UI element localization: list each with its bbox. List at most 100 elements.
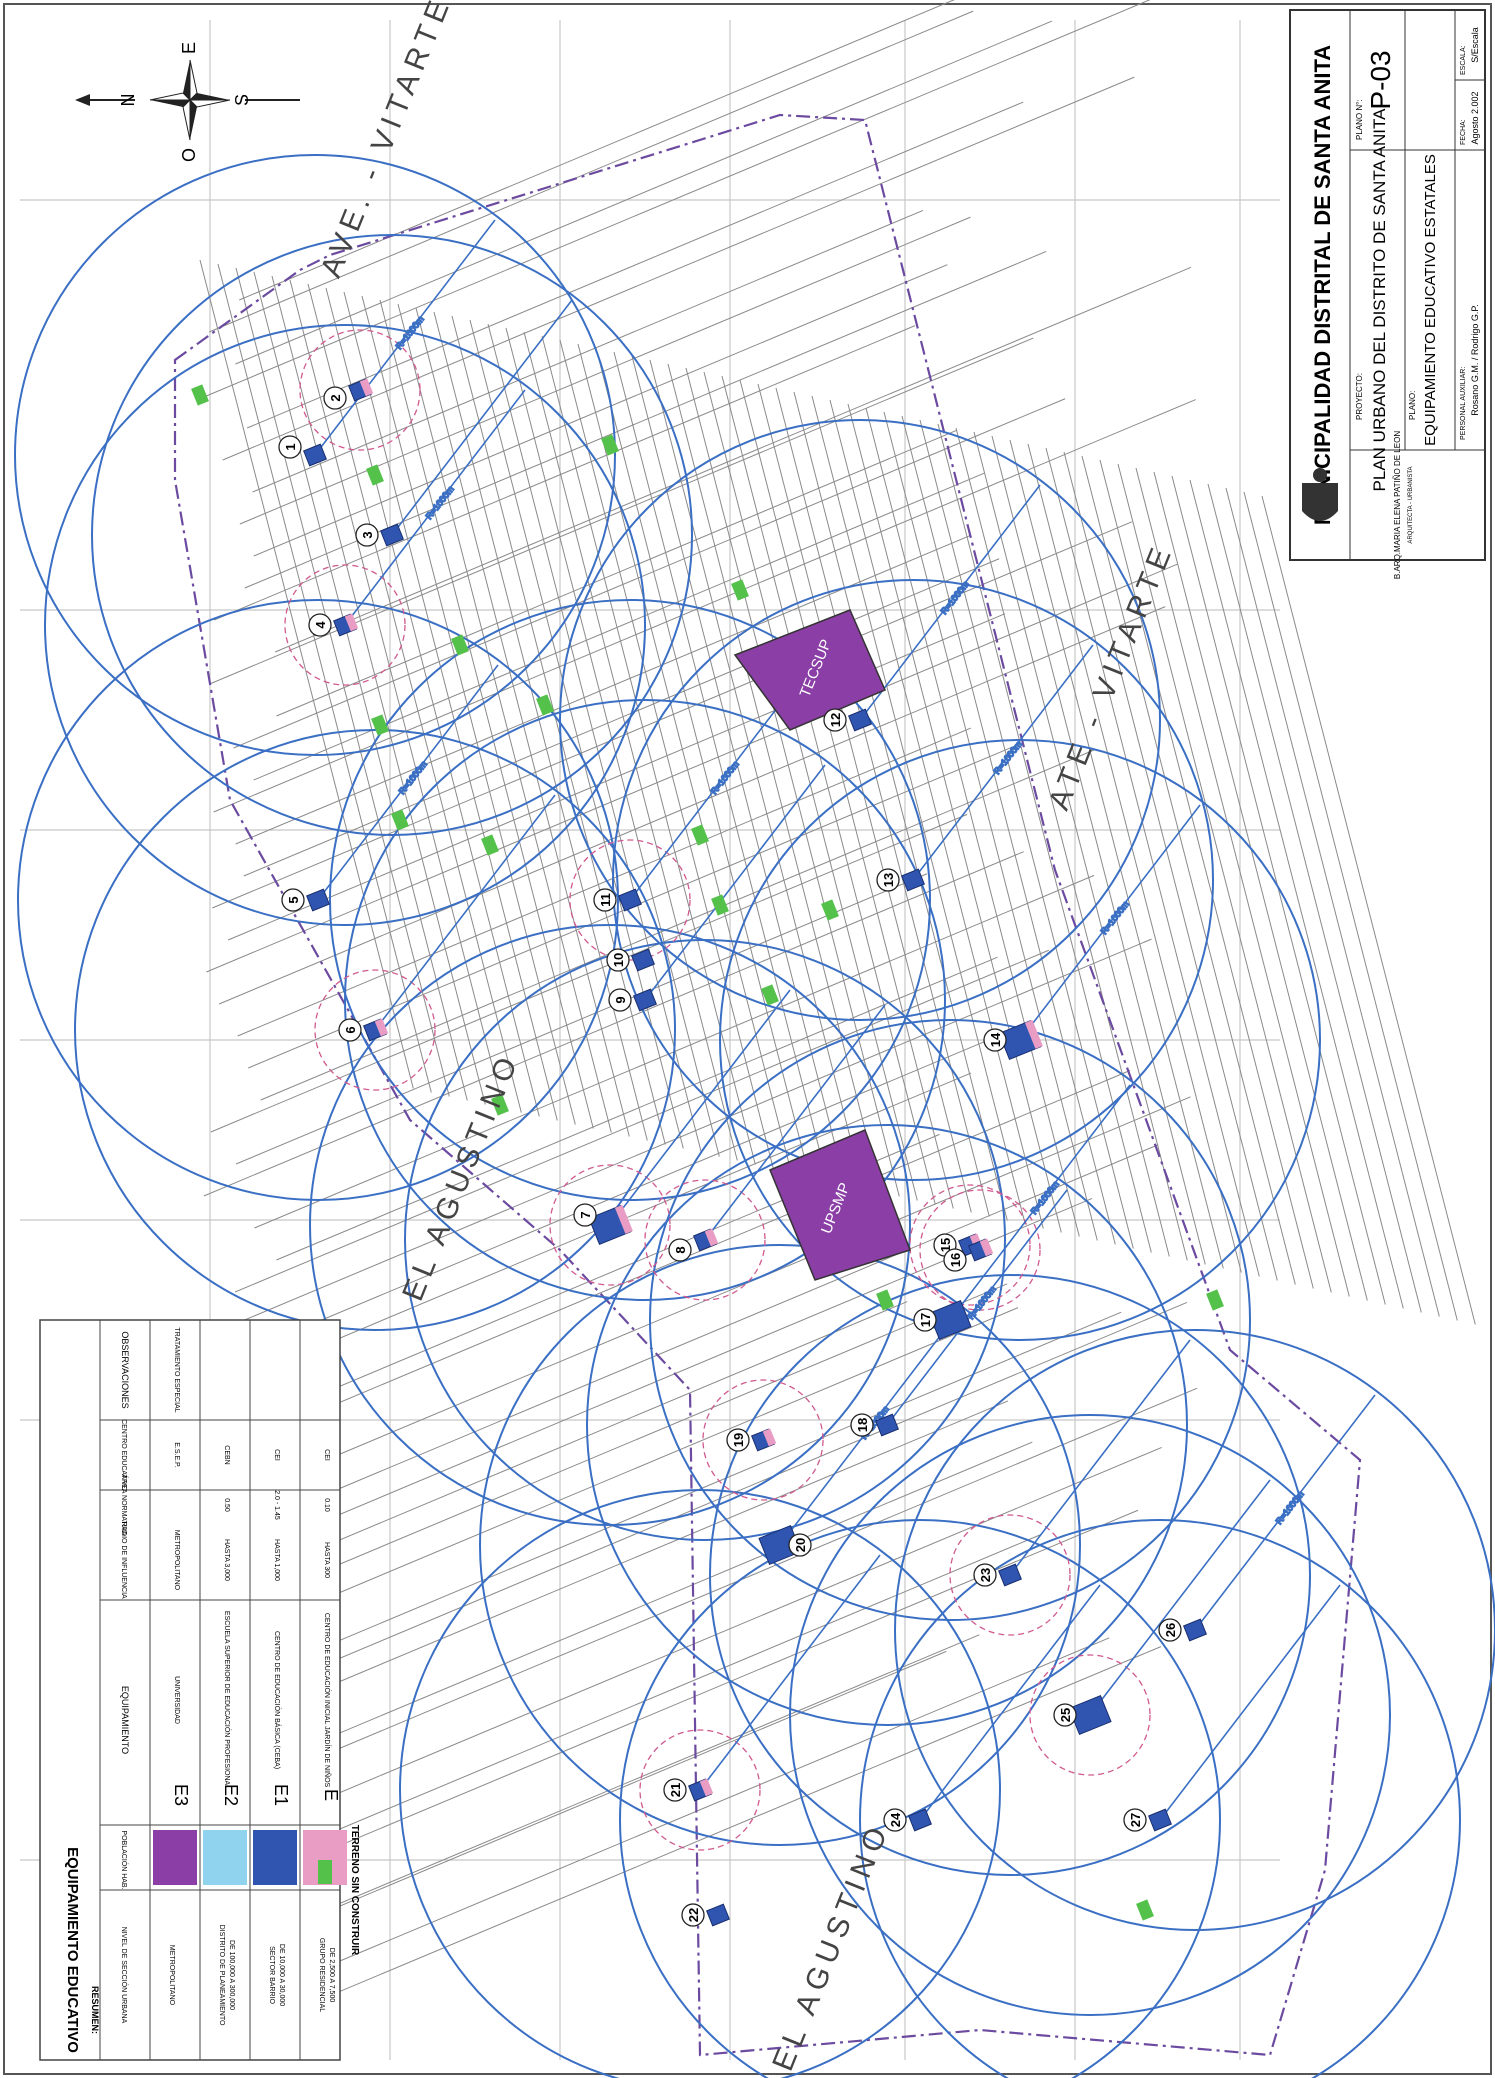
influence-circle	[859, 1519, 1461, 2078]
school-6-label: 6	[343, 1026, 358, 1033]
radius-arrow	[859, 484, 1041, 721]
school-6-kinder	[374, 1018, 389, 1037]
street-line	[1153, 471, 1368, 1301]
street-line	[595, 347, 810, 1177]
street-line	[218, 606, 1166, 1005]
street-line	[505, 327, 720, 1157]
school-13-block	[901, 868, 925, 892]
school-2-label: 2	[328, 394, 343, 401]
radius-arrow	[1159, 1584, 1341, 1821]
school-19-badge	[726, 1428, 750, 1452]
legend-header-area: ÁREA NORMATIVA	[120, 1474, 129, 1536]
pink-radius-circle	[1029, 1654, 1151, 1776]
school-16-label: 16	[948, 1253, 963, 1267]
street-line	[1225, 487, 1440, 1317]
influence-circle	[74, 729, 676, 1331]
radius-arrow	[317, 664, 499, 901]
pink-radius-circle	[569, 839, 691, 961]
street-line	[523, 331, 738, 1161]
school-23-badge	[973, 1563, 997, 1587]
school-13-badge	[876, 868, 900, 892]
street-line	[1009, 439, 1224, 1269]
radius-arrow	[704, 1004, 886, 1241]
radius-arrow	[314, 219, 496, 456]
street-line	[307, 283, 522, 1113]
legend-header-equipamiento: EQUIPAMIENTO	[120, 1686, 130, 1754]
street-line	[883, 411, 1098, 1241]
school-7-badge	[573, 1203, 597, 1227]
street-line	[221, 1070, 1131, 1453]
legend-nivel-e2: DISTRITO DE PLANEAMIENTO	[218, 1925, 225, 2026]
date-label: FECHA:	[1460, 119, 1467, 145]
school-3-label: 3	[360, 531, 375, 538]
street-line	[559, 339, 774, 1169]
legend-radio-e1: HASTA 1,000	[273, 1539, 280, 1581]
influence-circles	[14, 154, 1495, 2078]
influence-circle	[894, 1329, 1495, 1931]
radius-arrow	[609, 989, 791, 1226]
street-line	[246, 1441, 1033, 1773]
street-line	[203, 851, 1024, 1197]
legend-radio-e: HASTA 300	[323, 1542, 330, 1578]
vacant-lot	[1136, 1899, 1154, 1921]
vacant-lot	[711, 894, 729, 916]
school-18-badge	[850, 1413, 874, 1437]
author-name: B.ARQ.MARIA ELENA PATIÑO DE LEON	[1393, 431, 1402, 579]
school-15-label: 15	[938, 1238, 953, 1252]
legend-code-e: E	[321, 1789, 341, 1801]
school-6-badge	[338, 1018, 362, 1042]
school-22-block	[706, 1903, 730, 1927]
street-line	[397, 303, 612, 1133]
street-line	[213, 399, 1196, 813]
street-line	[379, 299, 594, 1129]
street-line	[212, 521, 1133, 909]
street-line	[415, 307, 630, 1137]
legend-code-e3: E3	[171, 1784, 191, 1806]
legend-swatch-e1	[253, 1830, 297, 1885]
pink-radius-circle	[919, 1189, 1041, 1311]
pink-radius-circle	[702, 1379, 824, 1501]
school-21-badge	[663, 1778, 687, 1802]
school-12-label: 12	[828, 713, 843, 727]
municipality-name: MUNICIPALIDAD DISTRITAL DE SANTA ANITA	[1310, 45, 1335, 525]
school-8-badge	[668, 1238, 692, 1262]
school-20-label: 20	[793, 1538, 808, 1552]
school-1-badge	[278, 435, 302, 459]
radius-arrow	[344, 389, 526, 626]
street-line	[685, 367, 900, 1197]
staff-names: Rosano G.M. / Rodrigo G.P.	[1470, 304, 1480, 415]
street-line	[775, 387, 990, 1217]
legend-swatch-e2	[203, 1830, 247, 1885]
school-27-block	[1148, 1808, 1172, 1832]
scale-label: ESCALA:	[1460, 45, 1467, 75]
school-24-badge	[883, 1808, 907, 1832]
school-4-kinder	[344, 613, 359, 632]
school-4-label: 4	[313, 621, 328, 629]
vacant-lot	[391, 809, 409, 831]
compass-s: S	[232, 94, 252, 106]
school-21-label: 21	[668, 1783, 683, 1797]
school-22-badge	[681, 1903, 705, 1927]
pink-radius-circle	[284, 564, 406, 686]
school-22-label: 22	[686, 1908, 701, 1922]
school-9-badge	[608, 988, 632, 1012]
street-line	[199, 259, 414, 1089]
legend-resumen: RESUMEN:	[90, 1986, 100, 2034]
school-14-badge	[983, 1028, 1007, 1052]
legend-tipo-e2: CEBN	[223, 1445, 230, 1464]
school-10-label: 10	[611, 953, 626, 967]
pink-radius-circles	[284, 329, 1151, 1851]
legend-tipo-e: CEI	[323, 1449, 330, 1461]
legend-code-e2: E2	[221, 1784, 241, 1806]
radius-arrow	[949, 1084, 1131, 1321]
street-line	[260, 748, 1097, 1101]
street-line	[206, 563, 1179, 973]
school-14-kinder	[1024, 1019, 1043, 1049]
influence-circle	[91, 234, 693, 836]
school-10-badge	[606, 948, 630, 972]
street-line	[1207, 483, 1422, 1313]
legend-vacant-label: TERRENO SIN CONSTRUIR	[349, 1825, 360, 1956]
legend-area-e2: 0.50	[223, 1498, 230, 1512]
street-line	[276, 429, 957, 717]
